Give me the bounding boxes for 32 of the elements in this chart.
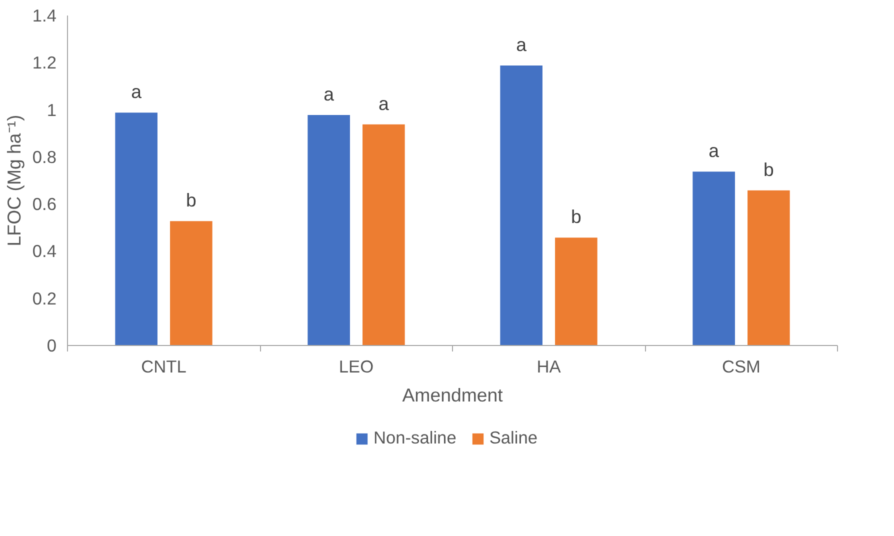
y-tick-label: 0.2 [32,288,57,308]
y-tick-label: 0.8 [32,146,57,167]
y-axis-title: LFOC (Mg ha⁻¹) [3,114,24,246]
annotation: a [131,81,142,102]
y-tick-label: 1 [46,100,57,120]
bar [692,170,736,346]
bar [169,220,214,346]
legend-label: Non-saline [373,428,456,448]
bar [746,189,791,346]
annotation: a [516,34,528,55]
bar [362,123,406,346]
bar [114,112,158,346]
bar [554,236,598,346]
bar [499,64,544,346]
x-tick-label: LEO [338,356,374,376]
x-tick-label: HA [536,356,562,376]
annotation: b [763,158,774,180]
x-tick-label: CNTL [141,356,187,376]
y-tick-label: 0.4 [32,241,57,262]
x-axis-title: Amendment [402,384,504,406]
y-tick-label: 0 [46,336,57,356]
bar [306,114,351,346]
y-tick-label: 1.4 [32,6,57,26]
x-tick-label: CSM [722,356,761,376]
y-tick-label: 1.2 [32,52,57,73]
y-tick-label: 0.6 [32,194,57,214]
annotation: a [378,92,390,114]
annotation: a [708,140,720,162]
legend-label: Saline [489,428,538,448]
annotation: b [186,190,196,211]
annotation: b [570,206,582,228]
annotation: a [324,84,335,104]
